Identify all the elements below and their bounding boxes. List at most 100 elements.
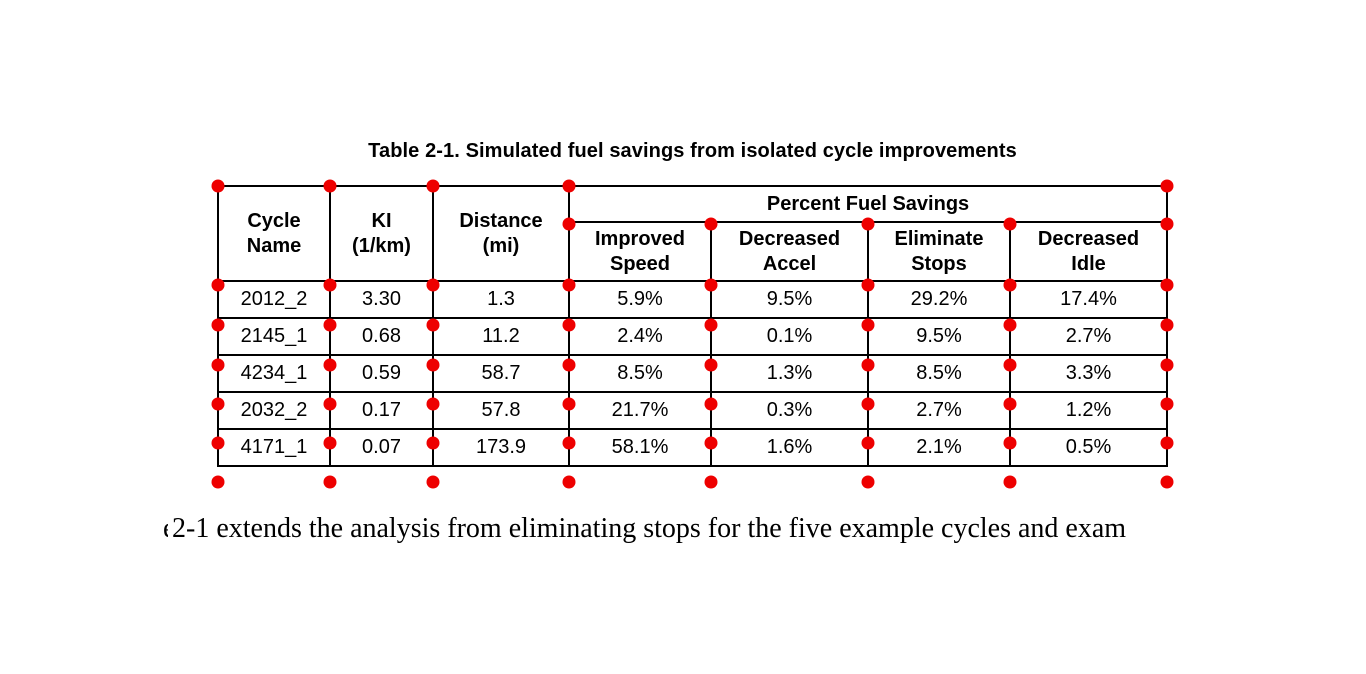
grid-dot — [1160, 436, 1174, 450]
cell-cycle: 4171_1 — [217, 428, 331, 467]
grid-dot — [704, 318, 718, 332]
cell-eliminate-stops: 9.5% — [867, 317, 1011, 356]
cell-improved-speed: 5.9% — [568, 280, 712, 319]
grid-dot — [1003, 397, 1017, 411]
grid-dot — [861, 217, 875, 231]
grid-dot — [704, 397, 718, 411]
col-header-decreased-accel: Decreased Accel — [710, 221, 869, 282]
grid-dot — [1160, 318, 1174, 332]
cell-ki: 0.07 — [329, 428, 434, 467]
grid-dot — [1003, 358, 1017, 372]
grid-dot — [1003, 318, 1017, 332]
cell-cycle: 2032_2 — [217, 391, 331, 430]
grid-dot — [426, 475, 440, 489]
grid-dot — [861, 475, 875, 489]
cell-decreased-idle: 2.7% — [1008, 317, 1169, 356]
body-paragraph: e 2-1 extends the analysis from eliminat… — [163, 509, 1126, 553]
grid-dot — [323, 397, 337, 411]
grid-dot — [562, 318, 576, 332]
cell-eliminate-stops: 8.5% — [867, 354, 1011, 393]
grid-dot — [562, 179, 576, 193]
grid-dot — [323, 278, 337, 292]
cell-decreased-accel: 0.1% — [710, 317, 869, 356]
grid-dot — [323, 179, 337, 193]
col-header-distance: Distance (mi) — [432, 185, 570, 282]
paragraph-text: 2-1 extends the analysis from eliminatin… — [172, 513, 1127, 544]
cell-ki: 0.68 — [329, 317, 434, 356]
cell-distance: 57.8 — [432, 391, 570, 430]
cell-ki: 0.59 — [329, 354, 434, 393]
grid-dot — [562, 475, 576, 489]
grid-dot — [426, 436, 440, 450]
cell-ki: 3.30 — [329, 280, 434, 319]
grid-dot — [861, 318, 875, 332]
cell-eliminate-stops: 2.7% — [867, 391, 1011, 430]
cell-cycle: 4234_1 — [217, 354, 331, 393]
grid-dot — [211, 475, 225, 489]
grid-dot — [1003, 475, 1017, 489]
grid-dot — [562, 358, 576, 372]
cell-decreased-idle: 1.2% — [1008, 391, 1169, 430]
grid-dot — [861, 278, 875, 292]
grid-dot — [211, 436, 225, 450]
grid-dot — [211, 397, 225, 411]
grid-dot — [562, 278, 576, 292]
cell-decreased-accel: 9.5% — [710, 280, 869, 319]
grid-dot — [704, 278, 718, 292]
grid-dot — [211, 358, 225, 372]
cell-decreased-accel: 1.6% — [710, 428, 869, 467]
grid-dot — [1160, 278, 1174, 292]
table-row: 4234_1 0.59 58.7 8.5% 1.3% 8.5% 3.3% — [217, 354, 1169, 393]
cell-eliminate-stops: 2.1% — [867, 428, 1011, 467]
cell-improved-speed: 8.5% — [568, 354, 712, 393]
grid-dot — [211, 318, 225, 332]
grid-dot — [1160, 358, 1174, 372]
grid-dot — [704, 217, 718, 231]
cell-improved-speed: 21.7% — [568, 391, 712, 430]
grid-dot — [1160, 475, 1174, 489]
grid-dot — [426, 278, 440, 292]
cell-decreased-idle: 3.3% — [1008, 354, 1169, 393]
grid-dot — [704, 436, 718, 450]
cell-distance: 1.3 — [432, 280, 570, 319]
cell-decreased-accel: 0.3% — [710, 391, 869, 430]
grid-dot — [323, 436, 337, 450]
grid-dot — [211, 278, 225, 292]
cell-decreased-idle: 17.4% — [1008, 280, 1169, 319]
cell-distance: 11.2 — [432, 317, 570, 356]
fuel-savings-table: Cycle Name KI (1/km) Distance (mi) Perce… — [217, 185, 1169, 467]
col-header-improved-speed: Improved Speed — [568, 221, 712, 282]
grid-dot — [1160, 397, 1174, 411]
grid-dot — [426, 318, 440, 332]
grid-dot — [323, 358, 337, 372]
col-header-percent-fuel-savings: Percent Fuel Savings — [567, 185, 1169, 223]
cell-cycle: 2145_1 — [217, 317, 331, 356]
grid-dot — [1003, 278, 1017, 292]
cell-cycle: 2012_2 — [217, 280, 331, 319]
grid-dot — [1160, 179, 1174, 193]
cell-eliminate-stops: 29.2% — [867, 280, 1011, 319]
header-row-sub: Improved Speed Decreased Accel Eliminate… — [218, 221, 1169, 282]
cell-decreased-accel: 1.3% — [710, 354, 869, 393]
header-row-group: Cycle Name KI (1/km) Distance (mi) Perce… — [217, 185, 1169, 282]
grid-dot — [426, 358, 440, 372]
grid-dot — [323, 475, 337, 489]
grid-dot — [426, 397, 440, 411]
col-header-cycle-name: Cycle Name — [217, 185, 331, 282]
cell-ki: 0.17 — [329, 391, 434, 430]
col-header-eliminate-stops: Eliminate Stops — [867, 221, 1011, 282]
grid-dot — [1160, 217, 1174, 231]
grid-dot — [562, 397, 576, 411]
table-row: 2145_1 0.68 11.2 2.4% 0.1% 9.5% 2.7% — [217, 317, 1169, 356]
cell-distance: 58.7 — [432, 354, 570, 393]
grid-dot — [211, 179, 225, 193]
grid-dot — [704, 358, 718, 372]
table-row: 2032_2 0.17 57.8 21.7% 0.3% 2.7% 1.2% — [217, 391, 1169, 430]
grid-dot — [323, 318, 337, 332]
grid-dot — [562, 217, 576, 231]
grid-dot — [562, 436, 576, 450]
grid-dot — [861, 358, 875, 372]
col-header-ki: KI (1/km) — [329, 185, 434, 282]
